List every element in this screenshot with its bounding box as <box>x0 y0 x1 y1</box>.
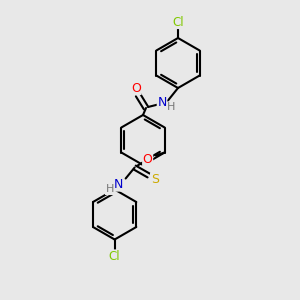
Text: O: O <box>131 82 141 94</box>
Text: O: O <box>143 153 153 166</box>
Text: Cl: Cl <box>172 16 184 28</box>
Text: N: N <box>157 97 167 110</box>
Text: H: H <box>106 184 114 194</box>
Text: N: N <box>114 178 123 191</box>
Text: Cl: Cl <box>109 250 121 263</box>
Text: S: S <box>151 173 159 186</box>
Text: H: H <box>167 102 175 112</box>
